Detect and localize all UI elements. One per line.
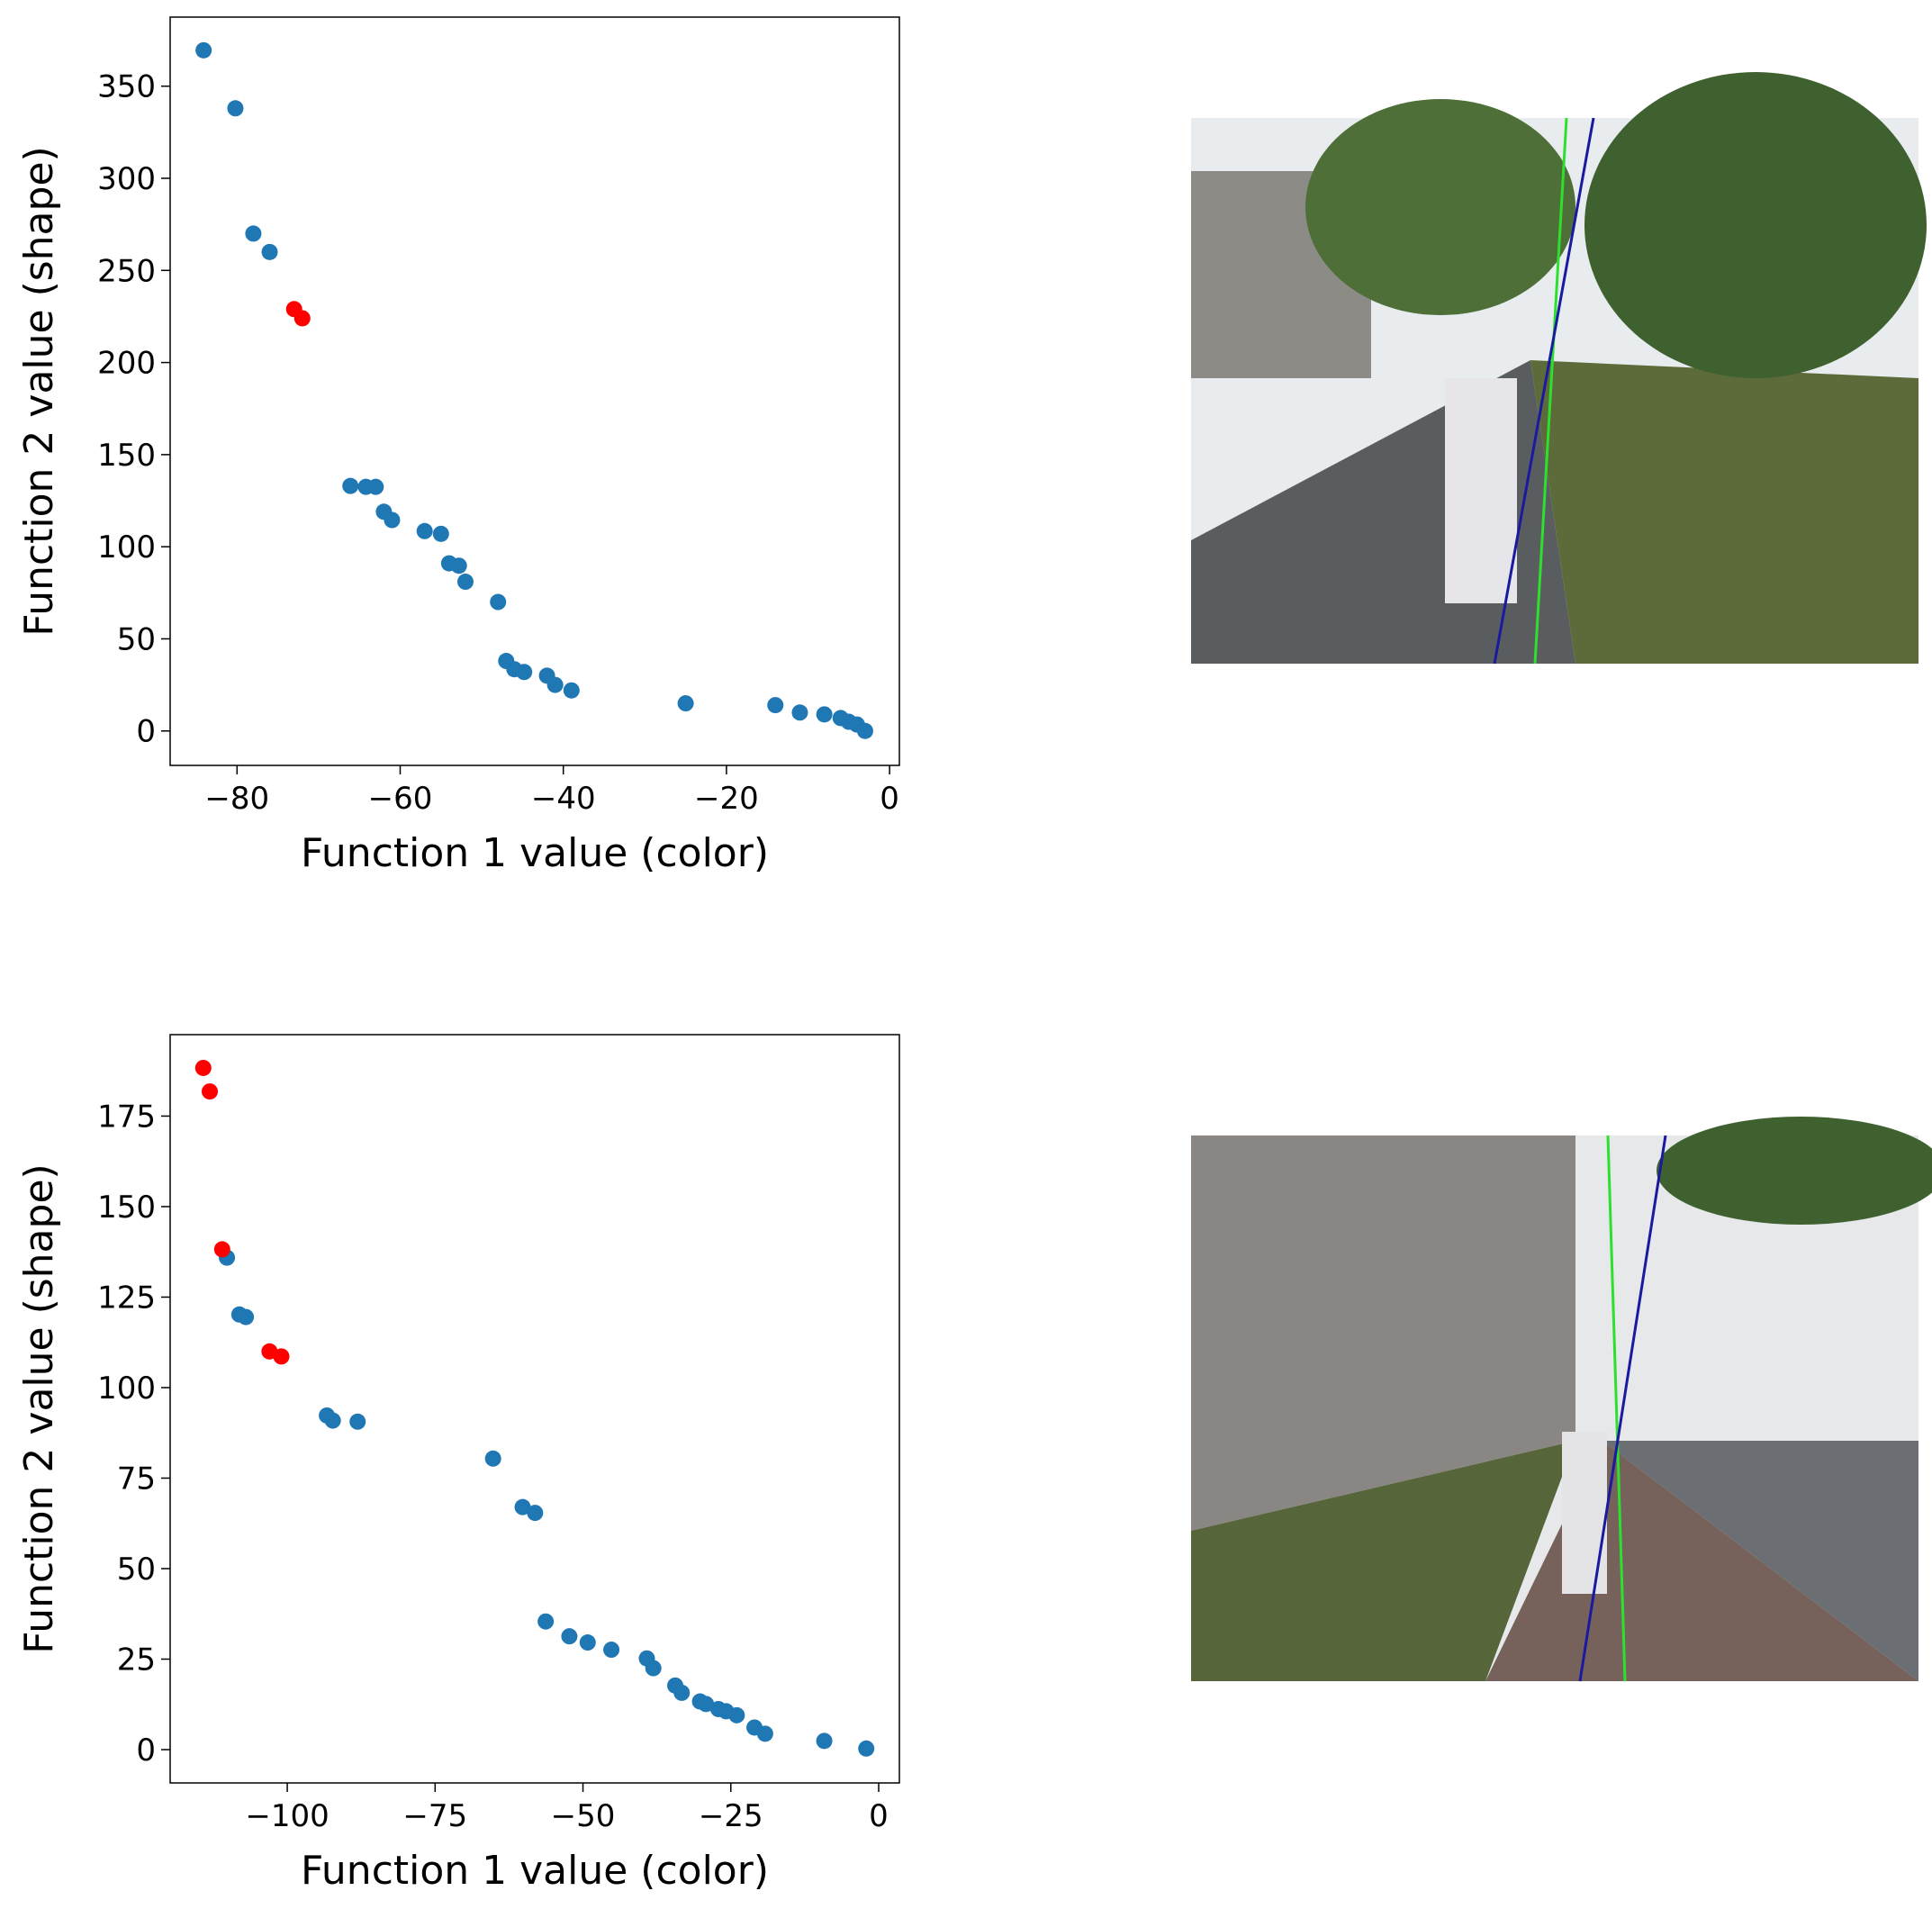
x-tick-label: −75 xyxy=(402,1798,467,1834)
point xyxy=(416,522,433,539)
x-tick-label: −60 xyxy=(368,781,433,817)
point xyxy=(342,477,359,494)
y-tick-label: 200 xyxy=(97,346,156,382)
y-tick-label: 0 xyxy=(136,714,156,750)
green-line xyxy=(1533,117,1568,665)
y-tick-label: 100 xyxy=(97,529,156,565)
point xyxy=(698,1696,715,1713)
y-axis-label: Function 2 value (shape) xyxy=(16,146,62,636)
x-axis-label: Function 1 value (color) xyxy=(301,1848,769,1894)
point xyxy=(816,706,833,723)
point xyxy=(367,478,384,495)
tree xyxy=(1657,1117,1932,1225)
y-tick-label: 50 xyxy=(117,621,156,657)
x-tick-label: −25 xyxy=(699,1798,763,1834)
building xyxy=(1191,1135,1575,1531)
point xyxy=(227,100,244,117)
green-line xyxy=(1606,1135,1627,1682)
point xyxy=(202,1083,219,1100)
road xyxy=(1602,1441,1918,1681)
y-tick-label: 150 xyxy=(97,438,156,474)
y-tick-label: 250 xyxy=(97,253,156,289)
point xyxy=(858,1740,875,1757)
point xyxy=(756,1725,773,1742)
point xyxy=(349,1413,366,1430)
grass xyxy=(1191,1441,1575,1681)
tree xyxy=(1584,72,1927,378)
point xyxy=(527,1505,544,1522)
point xyxy=(791,704,808,721)
x-tick-label: −40 xyxy=(531,781,596,817)
y-tick-label: 25 xyxy=(117,1642,156,1678)
point xyxy=(324,1412,341,1429)
point xyxy=(432,525,449,542)
blue-line xyxy=(1578,1135,1667,1682)
point xyxy=(673,1684,691,1701)
point xyxy=(194,1059,212,1076)
x-tick-label: 0 xyxy=(869,1798,889,1834)
y-tick-label: 175 xyxy=(97,1099,156,1135)
point xyxy=(484,1450,501,1467)
x-tick-label: −20 xyxy=(694,781,759,817)
point xyxy=(856,722,873,739)
point xyxy=(195,41,212,59)
point xyxy=(546,676,564,693)
point xyxy=(514,1498,531,1515)
photo-1 xyxy=(1191,72,1927,665)
point xyxy=(273,1348,290,1365)
point xyxy=(579,1634,596,1651)
y-tick-label: 125 xyxy=(97,1280,156,1316)
person xyxy=(1562,1432,1607,1594)
point xyxy=(213,1241,230,1258)
point xyxy=(293,310,311,327)
point xyxy=(561,1628,578,1645)
point xyxy=(245,225,262,242)
x-tick-label: −80 xyxy=(204,781,269,817)
point xyxy=(603,1642,620,1659)
photo-2 xyxy=(1191,1117,1932,1682)
point xyxy=(816,1733,833,1750)
point xyxy=(563,682,580,699)
point xyxy=(767,697,784,714)
y-tick-label: 300 xyxy=(97,161,156,197)
y-tick-label: 350 xyxy=(97,69,156,105)
point xyxy=(261,243,278,260)
y-tick-label: 50 xyxy=(117,1552,156,1588)
point xyxy=(537,1613,555,1630)
point xyxy=(490,593,507,611)
grass xyxy=(1530,360,1918,664)
axes-frame xyxy=(169,16,900,766)
point xyxy=(384,511,401,529)
point xyxy=(450,557,467,575)
x-axis-label: Function 1 value (color) xyxy=(301,830,769,876)
axes-frame xyxy=(169,1034,900,1784)
tree xyxy=(1305,99,1575,315)
point xyxy=(645,1660,662,1677)
blue-line xyxy=(1493,117,1595,665)
y-tick-label: 75 xyxy=(117,1461,156,1497)
y-tick-label: 100 xyxy=(97,1371,156,1407)
y-tick-label: 150 xyxy=(97,1190,156,1226)
point xyxy=(728,1706,745,1724)
point xyxy=(677,695,694,712)
x-tick-label: −50 xyxy=(551,1798,616,1834)
person xyxy=(1445,378,1517,603)
y-axis-label: Function 2 value (shape) xyxy=(16,1163,62,1653)
point xyxy=(456,574,474,591)
point xyxy=(516,664,533,681)
y-tick-label: 0 xyxy=(136,1733,156,1769)
x-tick-label: −100 xyxy=(245,1798,329,1834)
point xyxy=(238,1308,255,1325)
x-tick-label: 0 xyxy=(880,781,899,817)
